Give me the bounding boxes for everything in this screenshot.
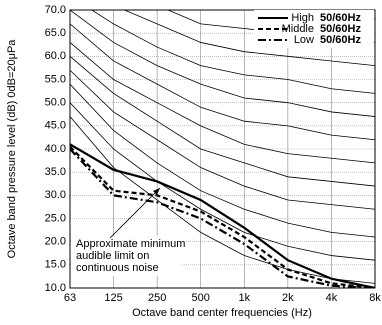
series-line [70, 145, 375, 288]
legend-frequency: 50/60Hz [320, 34, 361, 46]
y-tick-label: 45.0 [45, 120, 66, 132]
reference-curve [70, 10, 375, 117]
y-tick-label: 20.0 [45, 236, 66, 248]
y-tick-label: 40.0 [45, 143, 66, 155]
y-tick-label: 50.0 [45, 97, 66, 109]
y-tick-label: 55.0 [45, 73, 66, 85]
reference-curve [123, 10, 375, 66]
x-tick-label: 250 [148, 292, 166, 304]
y-tick-label: 30.0 [45, 189, 66, 201]
annotation-text: Approximate minimum [76, 238, 185, 250]
legend-label: Middle [282, 23, 314, 35]
x-tick-label: 1k [238, 292, 250, 304]
reference-curve [91, 10, 375, 94]
x-tick-label: 8k [369, 292, 381, 304]
reference-curve [70, 23, 375, 141]
legend-label: Low [294, 34, 314, 46]
reference-curve [70, 56, 375, 187]
plot-area [70, 10, 375, 288]
legend-frequency: 50/60Hz [320, 23, 361, 35]
x-tick-label: 63 [64, 292, 76, 304]
reference-curve [70, 69, 375, 210]
reference-curve [70, 42, 375, 164]
y-tick-label: 70.0 [45, 4, 66, 16]
y-axis-label: Octave band pressure level (dB) 0dB=20μP… [6, 39, 18, 259]
reference-curve [70, 83, 375, 238]
x-tick-label: 125 [104, 292, 122, 304]
y-tick-label: 35.0 [45, 166, 66, 178]
reference-curve [70, 116, 375, 284]
legend-frequency: 50/60Hz [320, 12, 361, 24]
y-tick-label: 65.0 [45, 27, 66, 39]
legend-label: High [291, 12, 314, 24]
annotation-text: audible limit on [76, 250, 149, 262]
y-tick-label: 10.0 [45, 282, 66, 294]
y-tick-label: 15.0 [45, 259, 66, 271]
annotation-arrow [109, 187, 161, 239]
x-tick-label: 4k [326, 292, 338, 304]
x-axis-label: Octave band center frequencies (Hz) [132, 307, 312, 319]
y-tick-label: 25.0 [45, 212, 66, 224]
annotation-arrowhead [153, 188, 160, 195]
annotation-text: continuous noise [76, 262, 159, 274]
reference-curve [70, 102, 375, 261]
annotation-box [72, 236, 182, 276]
series-line [70, 148, 375, 288]
x-tick-label: 500 [192, 292, 210, 304]
y-tick-label: 60.0 [45, 50, 66, 62]
plot-frame [69, 9, 376, 289]
x-tick-label: 2k [282, 292, 294, 304]
series-line [70, 143, 375, 288]
